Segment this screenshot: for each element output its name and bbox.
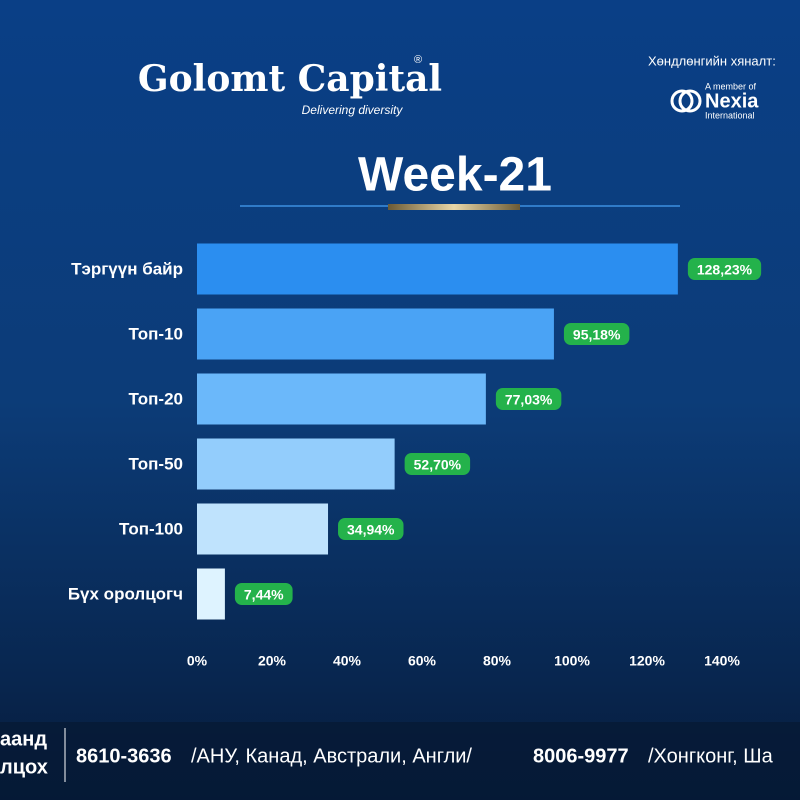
x-tick-label: 0% — [187, 653, 208, 669]
category-label: Бүх оролцогч — [68, 584, 183, 603]
bar — [197, 243, 678, 295]
title-accent — [388, 204, 520, 210]
phone-regions: /АНУ, Канад, Австрали, Англи/ — [191, 745, 472, 767]
footer-left-1: аанд — [0, 728, 47, 750]
category-label: Топ-100 — [119, 519, 183, 538]
bar — [197, 308, 554, 360]
category-label: Топ-10 — [128, 324, 183, 343]
registered-mark: ® — [414, 54, 422, 66]
x-tick-label: 20% — [258, 653, 287, 669]
x-tick-label: 80% — [483, 653, 512, 669]
x-tick-label: 40% — [333, 653, 362, 669]
value-label-bg — [404, 453, 471, 475]
value-label: 52,70% — [414, 457, 462, 473]
value-label-bg — [338, 518, 404, 540]
bar — [197, 503, 329, 555]
x-tick-label: 140% — [704, 653, 740, 669]
value-label: 128,23% — [697, 262, 753, 278]
value-label-bg — [687, 258, 762, 280]
phone: 8006-9977 — [533, 745, 629, 767]
phone: 8610-3636 — [76, 745, 172, 767]
audit-label: Хөндлөнгийн хяналт: — [648, 53, 776, 68]
category-label: Топ-50 — [128, 454, 183, 473]
x-tick-label: 120% — [629, 653, 665, 669]
bar — [197, 568, 225, 620]
brand: Golomt Capital — [138, 58, 442, 100]
value-label: 95,18% — [573, 327, 621, 343]
value-label-bg — [495, 388, 562, 410]
chart-title: Week-21 — [358, 149, 552, 202]
footer-band — [0, 722, 800, 800]
footer-left-2: лцох — [0, 756, 48, 778]
category-label: Тэргүүн байр — [71, 259, 183, 278]
x-tick-label: 100% — [554, 653, 590, 669]
value-label: 7,44% — [244, 587, 284, 603]
network-sub: International — [705, 110, 755, 120]
bar — [197, 373, 486, 425]
bar — [197, 438, 395, 490]
value-label-bg — [563, 323, 630, 345]
network: Nexia — [705, 90, 759, 112]
phone-regions: /Хонгконг, Ша — [648, 745, 774, 767]
value-label-bg — [234, 583, 293, 605]
member-of: A member of — [705, 81, 757, 91]
nexia-icon — [670, 89, 702, 113]
x-tick-label: 60% — [408, 653, 437, 669]
category-label: Топ-20 — [128, 389, 183, 408]
tagline: Delivering diversity — [302, 103, 404, 117]
value-label: 34,94% — [347, 522, 395, 538]
value-label: 77,03% — [505, 392, 553, 408]
